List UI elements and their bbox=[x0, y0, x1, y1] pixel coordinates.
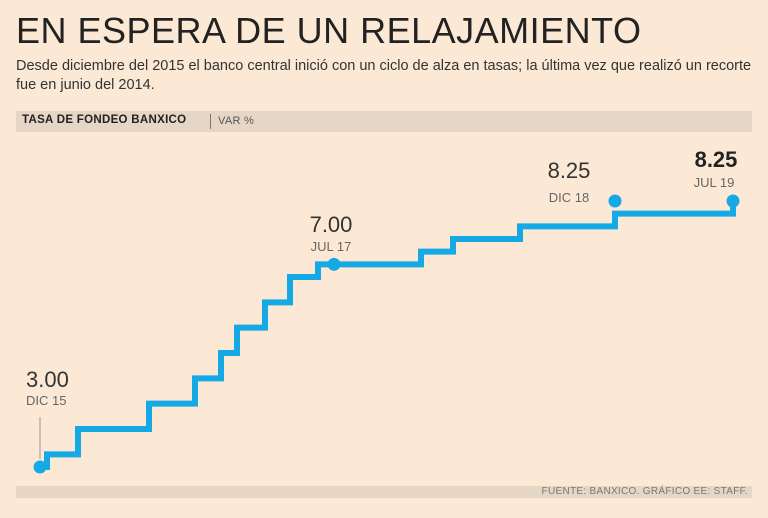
rate-step-line bbox=[40, 201, 736, 470]
series-label: TASA DE FONDEO BANXICO bbox=[22, 114, 187, 126]
chart-subtitle: Desde diciembre del 2015 el banco centra… bbox=[16, 58, 752, 93]
point-dic18 bbox=[608, 194, 622, 208]
annotation-date-jul17: JUL 17 bbox=[311, 239, 352, 254]
annotation-value-jul17: 7.00 bbox=[310, 212, 353, 237]
footer-bar: FUENTE: BANXICO. GRÁFICO EE: STAFF. bbox=[16, 486, 752, 498]
annotation-date-jul19: JUL 19 bbox=[694, 175, 735, 190]
label-divider bbox=[210, 114, 211, 129]
source-note: FUENTE: BANXICO. GRÁFICO EE: STAFF. bbox=[541, 486, 748, 497]
annotation-date-dic15: DIC 15 bbox=[26, 393, 66, 408]
annotation-value-jul19: 8.25 bbox=[695, 147, 738, 172]
annotation-date-dic18: DIC 18 bbox=[549, 190, 589, 205]
annotation-value-dic15: 3.00 bbox=[26, 367, 69, 392]
chart-title: EN ESPERA DE UN RELAJAMIENTO bbox=[16, 10, 642, 51]
annotation-value-dic18: 8.25 bbox=[548, 158, 591, 183]
point-jul19 bbox=[726, 194, 740, 208]
point-dic15 bbox=[33, 460, 47, 474]
unit-label: VAR % bbox=[218, 115, 255, 127]
series-label-bar: TASA DE FONDEO BANXICO VAR % bbox=[16, 111, 752, 132]
point-jul17 bbox=[327, 257, 341, 271]
